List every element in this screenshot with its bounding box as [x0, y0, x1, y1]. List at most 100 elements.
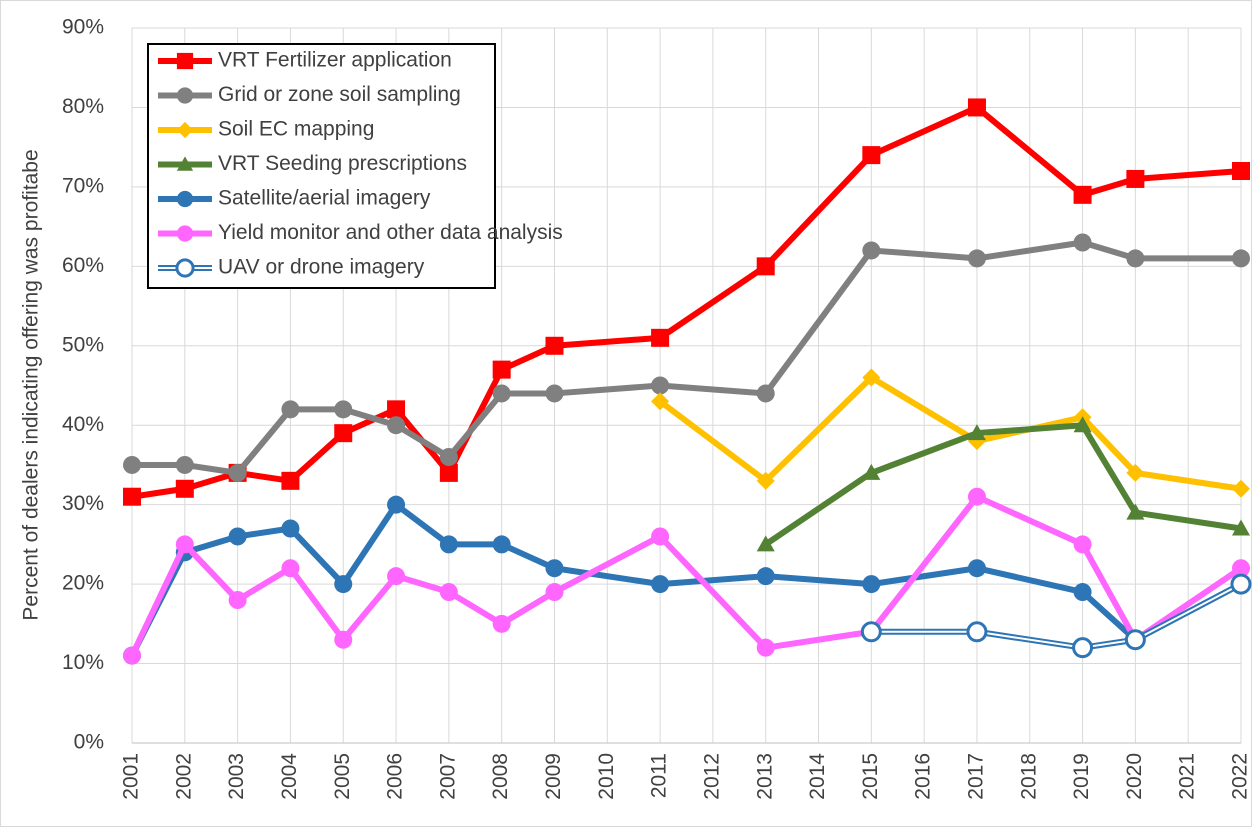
marker	[123, 646, 141, 665]
legend: VRT Fertilizer application Grid or zone s…	[147, 43, 563, 289]
y-tick-label: 40%	[62, 413, 104, 436]
legend-label: VRT Fertilizer application	[218, 49, 452, 72]
marker	[967, 249, 986, 268]
marker	[492, 360, 511, 379]
x-tick-label: 2020	[1123, 753, 1146, 800]
marker	[1073, 583, 1092, 602]
x-tick-label: 2018	[1017, 753, 1040, 800]
marker	[860, 621, 882, 643]
x-tick-label: 2021	[1176, 753, 1199, 800]
marker	[651, 376, 670, 395]
marker	[281, 559, 300, 578]
x-tick-label: 2011	[648, 753, 671, 798]
x-tick-label: 2017	[964, 753, 987, 800]
marker	[756, 384, 775, 403]
legend-label: Soil EC mapping	[218, 118, 374, 141]
x-tick-label: 2004	[278, 753, 301, 800]
x-tick-label: 2005	[331, 753, 354, 800]
marker	[281, 400, 300, 419]
marker	[545, 583, 564, 602]
series-line	[129, 493, 1243, 657]
x-tick-label: 2006	[384, 753, 407, 800]
marker	[228, 463, 247, 482]
marker	[967, 424, 986, 441]
marker	[1126, 503, 1145, 520]
marker	[492, 535, 511, 554]
legend-label: Yield monitor and other data analysis	[218, 221, 563, 244]
y-tick-label: 0%	[74, 731, 104, 754]
marker	[967, 487, 986, 506]
marker	[334, 575, 353, 594]
marker	[862, 241, 881, 260]
marker	[387, 400, 406, 419]
marker	[176, 121, 194, 139]
legend-label: UAV or drone imagery	[218, 256, 425, 279]
marker	[334, 424, 353, 443]
legend-label: Satellite/aerial imagery	[218, 187, 431, 210]
marker	[439, 583, 458, 602]
marker	[1073, 535, 1092, 554]
marker	[1073, 416, 1092, 433]
marker	[281, 471, 300, 490]
marker	[228, 591, 247, 609]
marker	[756, 535, 775, 552]
legend-label: VRT Seeding prescriptions	[218, 152, 467, 175]
series-line	[764, 422, 1242, 547]
marker	[176, 190, 194, 208]
marker	[387, 495, 406, 514]
marker	[1232, 519, 1250, 536]
marker	[1073, 185, 1092, 204]
marker	[175, 258, 195, 278]
marker	[862, 146, 881, 165]
marker	[1232, 479, 1250, 498]
marker	[123, 487, 141, 506]
x-tick-label: 2015	[859, 753, 882, 800]
y-tick-label: 80%	[62, 95, 104, 118]
marker	[387, 567, 406, 586]
marker	[1073, 233, 1092, 252]
marker	[176, 52, 194, 70]
marker	[1126, 463, 1145, 482]
marker	[1124, 629, 1146, 651]
marker	[862, 463, 881, 480]
series-line	[131, 104, 1242, 500]
x-tick-label: 2012	[700, 753, 723, 800]
y-tick-label: 20%	[62, 572, 104, 595]
marker	[545, 559, 564, 578]
marker	[334, 400, 353, 419]
marker	[1072, 637, 1094, 659]
marker	[966, 621, 988, 643]
marker	[862, 368, 881, 387]
marker	[492, 614, 511, 633]
y-tick-label: 50%	[62, 333, 104, 356]
x-tick-label: 2003	[225, 753, 248, 800]
marker	[1126, 249, 1145, 268]
marker	[439, 463, 458, 482]
x-tick-label: 2014	[806, 753, 829, 800]
marker	[756, 471, 775, 490]
marker	[439, 535, 458, 554]
y-tick-label: 30%	[62, 492, 104, 515]
legend-label: Grid or zone soil sampling	[218, 83, 461, 106]
x-tick-label: 2002	[172, 753, 195, 800]
marker	[651, 527, 670, 546]
marker	[967, 559, 986, 578]
marker	[545, 336, 564, 355]
y-tick-label: 10%	[62, 651, 104, 674]
marker	[651, 328, 670, 347]
marker	[175, 535, 194, 554]
x-tick-label: 2009	[542, 753, 565, 800]
marker	[334, 630, 353, 649]
series-line	[132, 239, 1241, 476]
marker	[1230, 573, 1252, 595]
marker	[387, 416, 406, 435]
marker	[1232, 559, 1250, 578]
marker	[176, 87, 194, 104]
marker	[228, 527, 247, 546]
marker	[1126, 169, 1145, 188]
marker	[756, 257, 775, 276]
marker	[651, 575, 670, 594]
marker	[1232, 249, 1250, 268]
y-axis-title: Percent of dealers indicating offering w…	[20, 149, 43, 620]
